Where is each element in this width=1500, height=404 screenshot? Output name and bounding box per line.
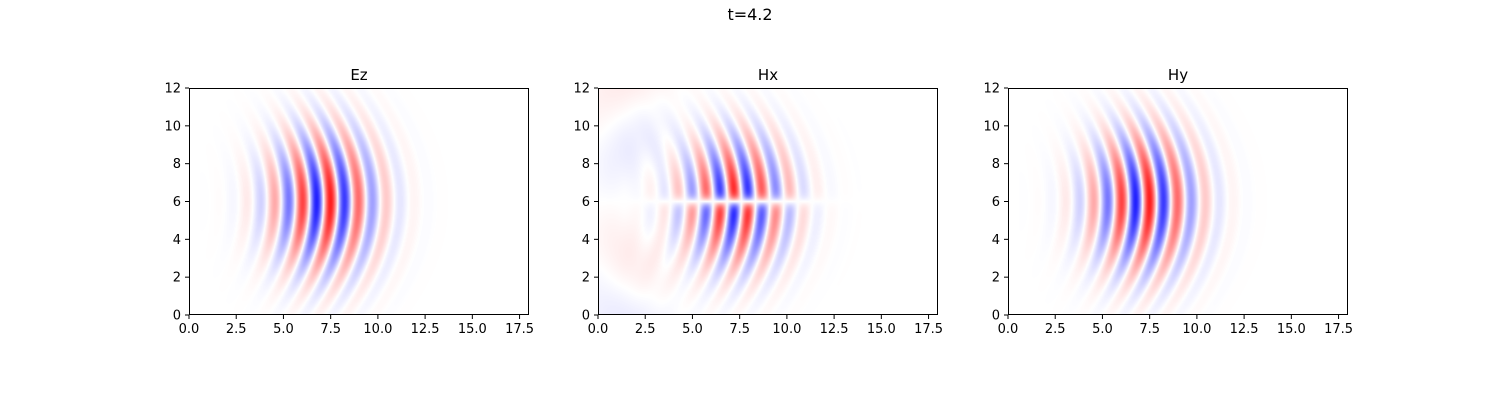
y-tick-label: 10 (164, 119, 181, 134)
x-tick-label: 2.5 (226, 322, 247, 337)
y-tick-label: 8 (992, 157, 1000, 172)
heatmap-image-hx (598, 88, 938, 315)
y-tick-label: 4 (992, 233, 1000, 248)
x-tick-label: 2.5 (635, 322, 656, 337)
y-tick-label: 4 (582, 233, 590, 248)
y-tick-label: 2 (582, 271, 590, 286)
x-tick-label: 12.5 (411, 322, 440, 337)
x-tick-label: 15.0 (458, 322, 487, 337)
x-tick-label: 10.0 (772, 322, 801, 337)
panel-hy: Hy 0.0 2.5 5.0 7.5 10.0 12.5 15.0 17.5 0 2 4 6 8 10 12 (983, 66, 1353, 337)
axes-frame (598, 88, 938, 315)
y-tick-label: 4 (173, 233, 181, 248)
x-tick-label: 2.5 (1045, 322, 1066, 337)
x-tick-label: 10.0 (1182, 322, 1211, 337)
y-tick-label: 0 (992, 309, 1000, 324)
panel-title: Ez (350, 66, 367, 84)
x-tick-label: 7.5 (729, 322, 750, 337)
x-tick-label: 12.5 (1230, 322, 1259, 337)
x-tick-label: 0.0 (179, 322, 200, 337)
y-tick-label: 8 (582, 157, 590, 172)
x-tick-label: 5.0 (1092, 322, 1113, 337)
y-tick-label: 10 (573, 119, 590, 134)
y-tick-label: 0 (582, 309, 590, 324)
y-tick-label: 6 (173, 195, 181, 210)
y-tick-label: 10 (983, 119, 1000, 134)
axes-frame (189, 88, 529, 315)
x-tick-label: 10.0 (363, 322, 392, 337)
x-tick-label: 5.0 (273, 322, 294, 337)
axes-frame (1008, 88, 1348, 315)
figure-suptitle: t=4.2 (727, 5, 772, 24)
panel-ez: Ez 0.0 2.5 5.0 7.5 10.0 12.5 15.0 17.5 0 2 4 6 8 10 12 (164, 66, 534, 337)
x-tick-label: 15.0 (867, 322, 896, 337)
x-tick-label: 0.0 (998, 322, 1019, 337)
x-tick-label: 17.5 (1324, 322, 1353, 337)
panel-title: Hx (758, 66, 778, 84)
y-tick-label: 6 (582, 195, 590, 210)
y-tick-label: 6 (992, 195, 1000, 210)
heatmap-image-hy (1008, 88, 1348, 315)
heatmap-image-ez (189, 88, 529, 315)
x-tick-label: 17.5 (505, 322, 534, 337)
y-tick-label: 2 (992, 271, 1000, 286)
panel-title: Hy (1168, 66, 1188, 84)
x-tick-label: 7.5 (320, 322, 341, 337)
y-tick-label: 8 (173, 157, 181, 172)
x-tick-label: 7.5 (1139, 322, 1160, 337)
x-tick-label: 12.5 (820, 322, 849, 337)
y-tick-label: 2 (173, 271, 181, 286)
x-tick-label: 15.0 (1277, 322, 1306, 337)
x-tick-label: 0.0 (588, 322, 609, 337)
y-tick-label: 12 (573, 82, 590, 97)
x-tick-label: 5.0 (682, 322, 703, 337)
x-tick-label: 17.5 (914, 322, 943, 337)
panels-group: Ez0.0 2.5 5.0 7.5 10.0 12.5 15.0 17.5024681012H… (164, 66, 1353, 337)
panel-hx: Hx 0.0 2.5 5.0 7.5 10.0 12.5 15.0 17.5 0 2 4 6 8 10 12 (573, 66, 943, 337)
y-tick-label: 0 (173, 309, 181, 324)
y-tick-label: 12 (164, 82, 181, 97)
y-tick-label: 12 (983, 82, 1000, 97)
